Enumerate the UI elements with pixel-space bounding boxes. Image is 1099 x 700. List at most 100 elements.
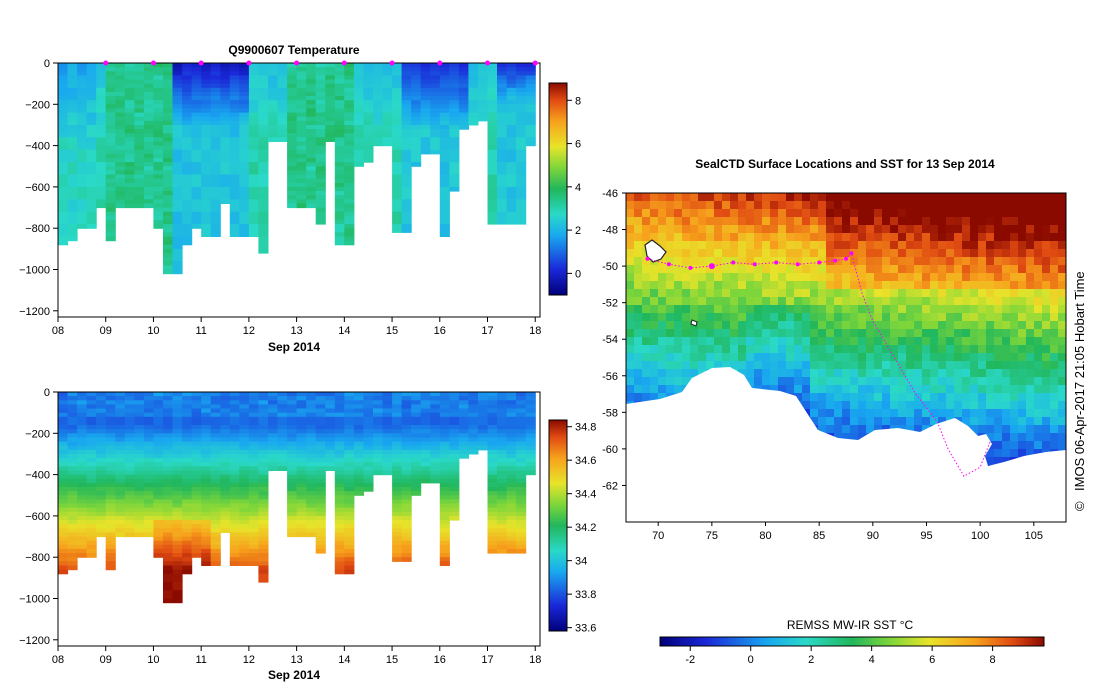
section-cell [497,71,508,76]
sst-cell [802,313,811,322]
section-cell [373,75,384,81]
x-tick-label: 12 [243,325,255,337]
section-cell [306,79,317,85]
section-cell [201,87,212,93]
section-cell [296,120,307,126]
sst-cell [1050,225,1059,234]
section-cell [344,67,355,72]
sst-cell [946,209,955,218]
section-cell [401,153,412,159]
section-cell [191,491,202,496]
section-cell [287,145,298,151]
section-cell [239,499,250,505]
section-cell [516,454,527,459]
section-cell [430,63,441,68]
sst-cell [834,377,843,386]
sst-cell [786,297,795,306]
section-cell [58,445,69,451]
sst-cell [1034,305,1043,314]
section-cell [105,116,116,122]
section-cell [153,162,164,167]
sst-cell [986,385,995,394]
sst-cell [946,257,955,266]
section-cell [124,478,135,484]
section-cell [115,433,126,438]
section-cell [182,565,193,571]
section-cell [220,412,231,418]
section-cell [182,474,193,480]
section-cell [220,487,231,492]
section-cell [229,149,240,155]
section-cell [96,449,107,455]
section-cell [516,416,527,422]
sst-cell [946,313,955,322]
section-cell [96,195,107,200]
section-cell [96,429,107,434]
section-cell [86,408,97,414]
section-cell [430,396,441,401]
section-cell [210,116,221,122]
section-cell [220,507,231,513]
section-cell [401,474,412,480]
sst-cell [626,361,635,370]
section-cell [124,466,135,471]
section-cell [182,166,193,171]
section-cell [134,75,145,81]
section-cell [506,458,517,463]
section-cell [525,71,536,76]
sst-cell [930,361,939,370]
section-cell [229,153,240,159]
section-cell [163,104,174,109]
section-cell [325,404,336,410]
sst-cell [954,337,963,346]
section-cell [67,416,78,422]
section-cell [229,207,240,213]
section-cell [124,532,135,538]
section-cell [239,466,250,471]
section-cell [201,433,212,438]
section-cell [306,112,317,118]
section-cell [163,141,174,147]
section-cell [248,441,259,447]
sst-cell [1018,209,1027,218]
section-cell [353,129,364,134]
section-cell [124,108,135,114]
section-cell [248,170,259,176]
sst-cell [906,209,915,218]
sst-cell [714,193,723,202]
sst-cell [1042,321,1051,330]
sst-cell [666,305,675,314]
section-cell [115,412,126,418]
section-cell [210,528,221,533]
section-cell [373,79,384,85]
section-cell [439,561,450,566]
section-cell [239,507,250,513]
section-cell [163,133,174,138]
sst-cell [698,225,707,234]
section-cell [210,211,221,217]
section-cell [497,145,508,151]
section-cell [58,478,69,484]
section-cell [382,433,393,438]
section-cell [134,449,145,455]
sst-cell [994,281,1003,290]
section-cell [96,528,107,533]
section-cell [210,182,221,188]
section-cell [430,433,441,438]
section-cell [201,458,212,463]
section-cell [525,96,536,101]
sst-cell [1010,345,1019,354]
section-cell [96,75,107,81]
section-cell [373,441,384,447]
section-cell [229,478,240,484]
section-cell [392,454,403,459]
section-cell [497,528,508,533]
section-cell [306,63,317,68]
section-cell [382,392,393,397]
section-cell [392,186,403,192]
section-cell [392,520,403,525]
section-cell [516,166,527,171]
section-cell [210,396,221,401]
sst-cell [1042,225,1051,234]
section-cell [525,87,536,93]
